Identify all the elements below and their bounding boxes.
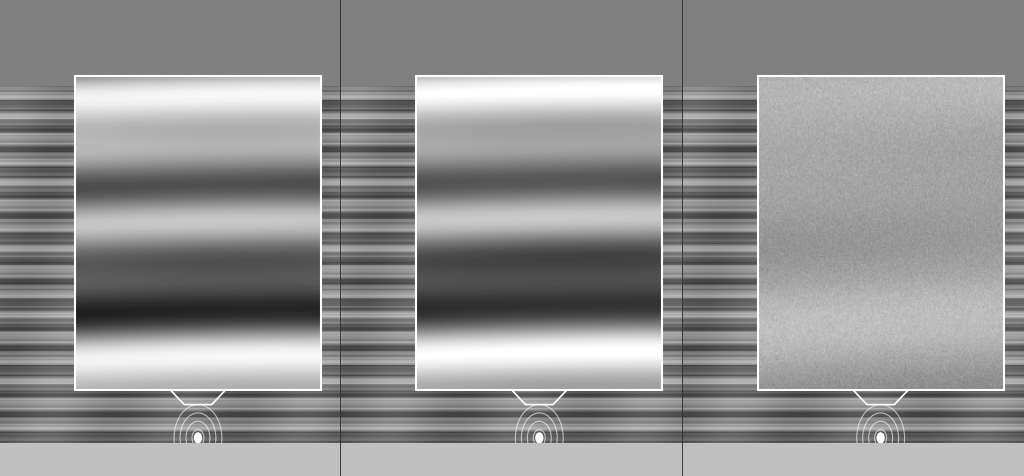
Bar <box>417 76 663 390</box>
Bar <box>417 76 663 390</box>
Bar <box>683 0 1024 86</box>
Bar <box>683 443 1024 476</box>
Circle shape <box>538 435 542 441</box>
Bar <box>75 76 321 390</box>
Circle shape <box>879 435 883 441</box>
Bar <box>0 443 341 476</box>
Bar <box>758 76 1004 390</box>
Circle shape <box>196 435 200 441</box>
Bar <box>341 0 683 86</box>
Bar <box>75 76 321 390</box>
Bar <box>341 443 683 476</box>
Bar <box>758 76 1004 390</box>
Bar <box>0 0 341 86</box>
Circle shape <box>536 432 544 444</box>
Circle shape <box>194 432 202 444</box>
Circle shape <box>877 432 885 444</box>
